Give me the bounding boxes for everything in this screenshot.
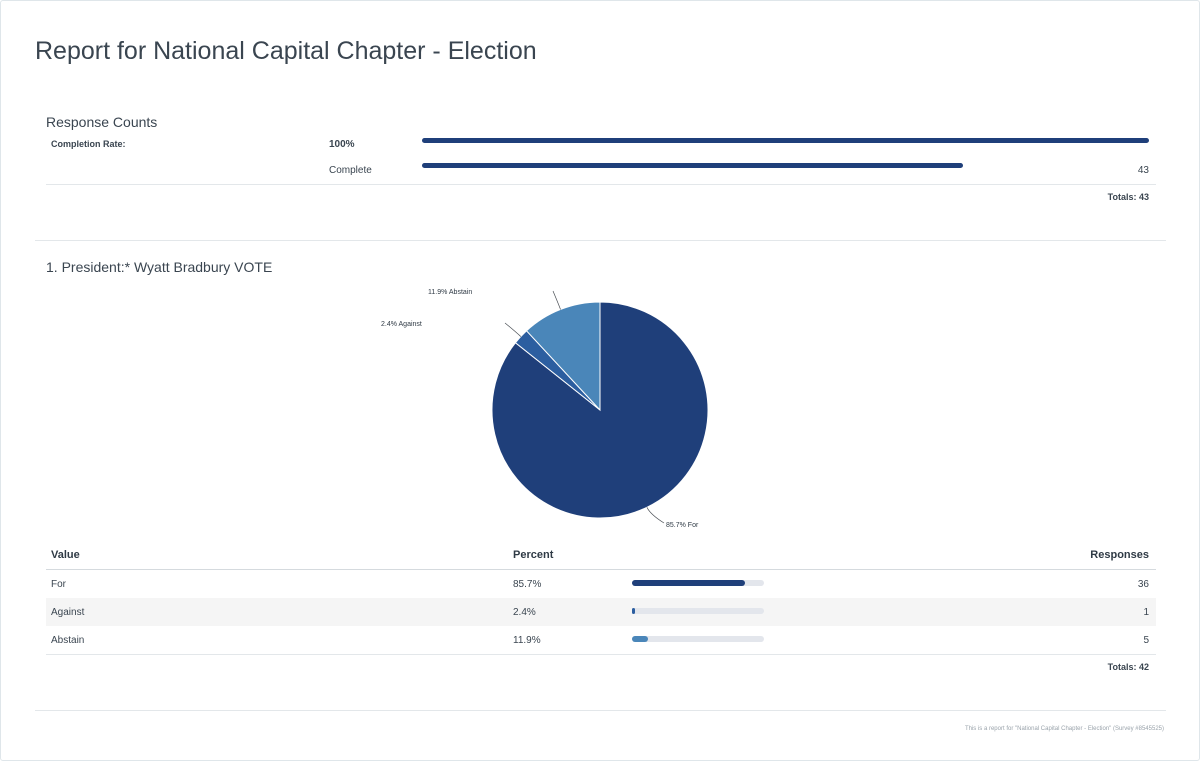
question-title: 1. President:* Wyatt Bradbury VOTE (46, 259, 273, 275)
question-totals: Totals: 42 (1107, 662, 1149, 672)
table-row-responses: 5 (1143, 635, 1149, 646)
table-row-responses: 1 (1143, 607, 1149, 618)
percent-bar-fill (632, 580, 746, 586)
table-row-value: Abstain (51, 635, 85, 646)
complete-count: 43 (1137, 165, 1149, 176)
col-header-responses: Responses (1090, 549, 1149, 561)
completion-rate-value: 100% (329, 139, 355, 150)
response-counts-heading: Response Counts (46, 114, 158, 130)
table-row (46, 598, 1156, 626)
completion-rate-bar (422, 138, 1149, 143)
col-header-value: Value (51, 549, 80, 561)
percent-bar-track (632, 580, 764, 586)
table-row-value: Against (51, 607, 85, 618)
percent-bar-fill (632, 608, 636, 614)
pie-label-abstain: 11.9% Abstain (428, 289, 473, 296)
footer-note: This is a report for "National Capital C… (964, 726, 1164, 732)
table-row-responses: 36 (1137, 579, 1149, 590)
page-title: Report for National Capital Chapter - El… (35, 37, 537, 65)
pie-label-for: 85.7% For (666, 522, 699, 529)
col-header-percent: Percent (513, 549, 554, 561)
percent-bar-track (632, 636, 764, 642)
table-row-percent: 11.9% (513, 635, 541, 646)
pie-leader-line-against (504, 322, 522, 337)
section-divider (35, 240, 1166, 241)
table-header-divider (46, 569, 1156, 570)
percent-bar-track (632, 608, 764, 614)
completion-rate-label: Completion Rate: (51, 139, 126, 149)
pie-leader-line-abstain (552, 290, 561, 310)
divider (46, 184, 1156, 185)
footer-divider (35, 710, 1166, 711)
percent-bar-fill (632, 636, 648, 642)
complete-label: Complete (329, 165, 372, 176)
complete-bar (422, 163, 963, 168)
pie-leader-line-for (646, 507, 665, 524)
table-row-percent: 2.4% (513, 607, 536, 618)
pie-label-against: 2.4% Against (381, 321, 422, 328)
response-counts-totals: Totals: 43 (1107, 192, 1149, 202)
table-row-value: For (51, 579, 66, 590)
pie-chart (491, 290, 709, 524)
table-row-percent: 85.7% (513, 579, 542, 590)
table-bottom-divider (46, 654, 1156, 655)
